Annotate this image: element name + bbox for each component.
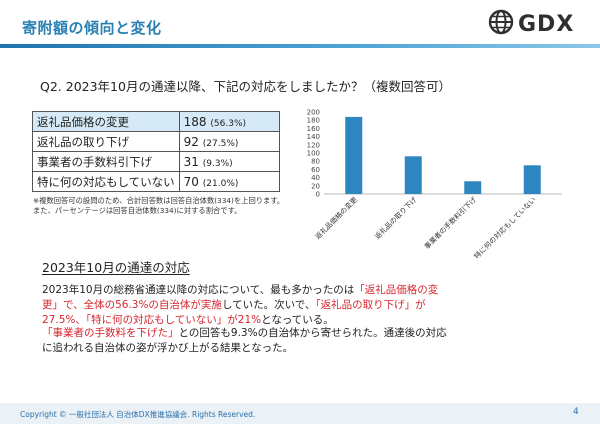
bar: [345, 116, 363, 194]
svg-text:80: 80: [311, 158, 320, 166]
table-row: 返礼品の取り下げ 92 (27.5%): [32, 131, 281, 152]
question-text: Q2. 2023年10月の通達以降、下記の対応をしましたか？（複数回答可）: [40, 79, 451, 94]
table-row: 特に何の対応もしていない 70 (21.0%): [32, 171, 281, 192]
row-value: 92 (27.5%): [178, 131, 281, 152]
svg-text:0: 0: [316, 191, 320, 199]
svg-text:200: 200: [307, 109, 320, 117]
svg-text:60: 60: [311, 166, 320, 174]
svg-text:100: 100: [307, 150, 320, 158]
page-title: 寄附額の傾向と変化: [22, 19, 162, 37]
svg-text:160: 160: [307, 125, 320, 133]
bar: [464, 181, 482, 194]
x-tick-label: 返礼品の取り下げ: [373, 195, 419, 241]
svg-text:140: 140: [307, 133, 320, 141]
row-value: 31 (9.3%): [178, 151, 281, 172]
row-label: 事業者の手数料引下げ: [32, 151, 180, 172]
footer-bar: [0, 403, 600, 424]
svg-text:120: 120: [307, 141, 320, 149]
row-value: 188 (56.3%): [178, 111, 281, 132]
x-tick-label: 事業者の手数料引下げ: [422, 195, 478, 251]
svg-text:20: 20: [311, 182, 320, 190]
title-underline: [0, 44, 600, 48]
summary-paragraph-1: 2023年10月の総務省通達以降の対応について、最も多かったのは「返礼品価格の変…: [42, 284, 439, 326]
x-tick-label: 特に何の対応もしていない: [472, 195, 538, 258]
page-number: 4: [573, 407, 579, 417]
results-table: 返礼品価格の変更 188 (56.3%) 返礼品の取り下げ 92 (27.5%) 事業者…: [32, 111, 281, 192]
copyright: Copyright © 一般社団法人 自治体DX推進協議会. Rights Re…: [20, 410, 256, 419]
globe-icon: [488, 9, 514, 39]
row-label: 特に何の対応もしていない: [32, 171, 180, 192]
logo: GDX: [488, 9, 574, 39]
summary-paragraph-2: 「事業者の手数料を下げた」との回答も9.3%の自治体から寄せられた。通達後の対応…: [42, 327, 447, 354]
logo-text: GDX: [518, 11, 575, 37]
bar: [523, 165, 541, 194]
row-label: 返礼品の取り下げ: [32, 131, 180, 152]
table-row: 事業者の手数料引下げ 31 (9.3%): [32, 151, 281, 172]
section-title: 2023年10月の通達の対応: [42, 260, 190, 275]
x-tick-label: 返礼品価格の変更: [313, 195, 359, 241]
row-value: 70 (21.0%): [178, 171, 281, 192]
footnote: ※複数回答可の設問のため、合計回答数は回答自治体数(334)を上回ります。 また…: [33, 196, 285, 215]
row-label: 返礼品価格の変更: [32, 111, 180, 132]
bar: [404, 156, 422, 194]
svg-text:40: 40: [311, 174, 320, 182]
bar-chart: 0 20 40 60 80 100 120 140 160 180 200 返礼品価格の変更 返礼品の取…: [300, 108, 570, 258]
svg-text:180: 180: [307, 117, 320, 125]
table-row: 返礼品価格の変更 188 (56.3%): [32, 111, 281, 132]
